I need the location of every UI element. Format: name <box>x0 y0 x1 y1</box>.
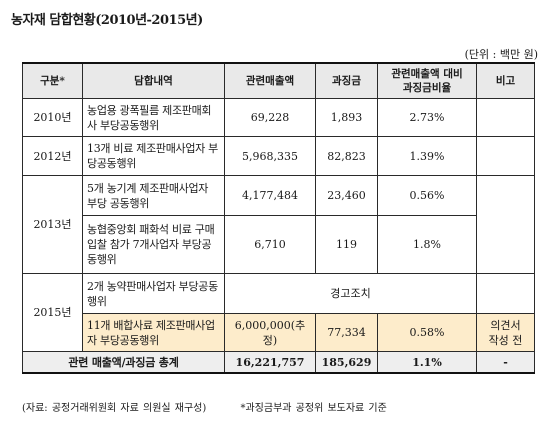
sales-cell: 6,000,000(추정) <box>224 313 316 352</box>
total-fine: 185,629 <box>315 351 378 374</box>
header-fine: 과징금 <box>315 62 378 99</box>
source-text: (자료: 공정거래위원회 자료 의원실 재구성) <box>22 403 207 414</box>
header-remark: 비고 <box>476 62 535 99</box>
header-sales: 관련매출액 <box>224 62 316 99</box>
year-cell: 2012년 <box>22 136 83 176</box>
header-row: 구분* 담합내역 관련매출액 과징금 관련매출액 대비 과징금비율 비고 <box>22 62 535 99</box>
table-row: 2013년 5개 농기계 제조판매사업자 부당 공동행위 4,177,484 2… <box>22 175 535 274</box>
remark-cell <box>476 175 535 274</box>
total-remark: - <box>476 351 535 374</box>
header-ratio-line2: 과징금비율 <box>402 82 452 94</box>
table-row: 2010년 농업용 광폭필름 제조판매회사 부당공동행위 69,228 1,89… <box>22 98 535 137</box>
sales-cell: 69,228 <box>224 98 316 137</box>
fine-cell: 82,823 <box>315 136 378 176</box>
total-label: 관련 매출액/과징금 총계 <box>22 351 225 374</box>
footnote-text: *과징금부과 공정위 보도자료 기준 <box>240 403 387 414</box>
ratio-cell: 1.8% <box>377 215 477 274</box>
ratio-cell: 1.39% <box>377 136 477 176</box>
desc-cell: 11개 배합사료 제조판매사업자 부당공동행위 <box>82 313 225 352</box>
remark-cell <box>476 98 535 137</box>
ratio-cell: 0.58% <box>377 313 477 352</box>
remark-cell <box>476 136 535 176</box>
total-sales: 16,221,757 <box>224 351 316 374</box>
unit-label: (단위 : 백만 원) <box>464 48 538 61</box>
table-row: 2012년 13개 비료 제조판매사업자 부당공동행위 5,968,335 82… <box>22 136 535 176</box>
source-note: (자료: 공정거래위원회 자료 의원실 재구성) *과징금부과 공정위 보도자료… <box>22 399 417 414</box>
sales-cell: 6,710 <box>224 215 316 274</box>
header-desc: 담합내역 <box>82 62 225 99</box>
remark-cell <box>476 273 535 314</box>
sales-cell: 5,968,335 <box>224 136 316 176</box>
header-year: 구분* <box>22 62 83 99</box>
remark-line2: 작성 전 <box>488 333 523 347</box>
ratio-cell: 2.73% <box>377 98 477 137</box>
table-title: 농자재 담합현황(2010년-2015년) <box>11 13 203 28</box>
table-row: 2015년 2개 농약판매사업자 부당공동행위 경고조치 <box>22 273 535 352</box>
header-ratio: 관련매출액 대비 과징금비율 <box>377 62 477 99</box>
warning-cell: 경고조치 <box>224 273 477 314</box>
total-row: 관련 매출액/과징금 총계 16,221,757 185,629 1.1% - <box>22 351 535 374</box>
desc-cell: 2개 농약판매사업자 부당공동행위 <box>82 273 225 314</box>
cartel-table: 구분* 담합내역 관련매출액 과징금 관련매출액 대비 과징금비율 비고 201… <box>22 62 535 374</box>
desc-cell: 13개 비료 제조판매사업자 부당공동행위 <box>82 136 225 176</box>
fine-cell: 119 <box>315 215 378 274</box>
table-row: 농협중앙회 패화석 비료 구매입찰 참가 7개사업자 부당공동행위 6,710 … <box>23 215 535 274</box>
desc-cell: 농협중앙회 패화석 비료 구매입찰 참가 7개사업자 부당공동행위 <box>82 215 225 274</box>
fine-cell: 77,334 <box>315 313 378 352</box>
fine-cell: 1,893 <box>315 98 378 137</box>
total-ratio: 1.1% <box>377 351 477 374</box>
fine-cell: 23,460 <box>315 175 378 216</box>
year-cell: 2010년 <box>22 98 83 137</box>
header-ratio-line1: 관련매출액 대비 <box>391 68 463 80</box>
ratio-cell: 0.56% <box>377 175 477 216</box>
table-row: 11개 배합사료 제조판매사업자 부당공동행위 6,000,000(추정) 77… <box>23 313 535 352</box>
desc-cell: 5개 농기계 제조판매사업자 부당 공동행위 <box>82 175 225 216</box>
remark-line1: 의견서 <box>490 318 521 332</box>
desc-cell: 농업용 광폭필름 제조판매회사 부당공동행위 <box>82 98 225 137</box>
remark-cell: 의견서 작성 전 <box>476 313 535 352</box>
year-cell: 2015년 <box>22 273 83 352</box>
year-cell: 2013년 <box>22 175 83 274</box>
sales-cell: 4,177,484 <box>224 175 316 216</box>
